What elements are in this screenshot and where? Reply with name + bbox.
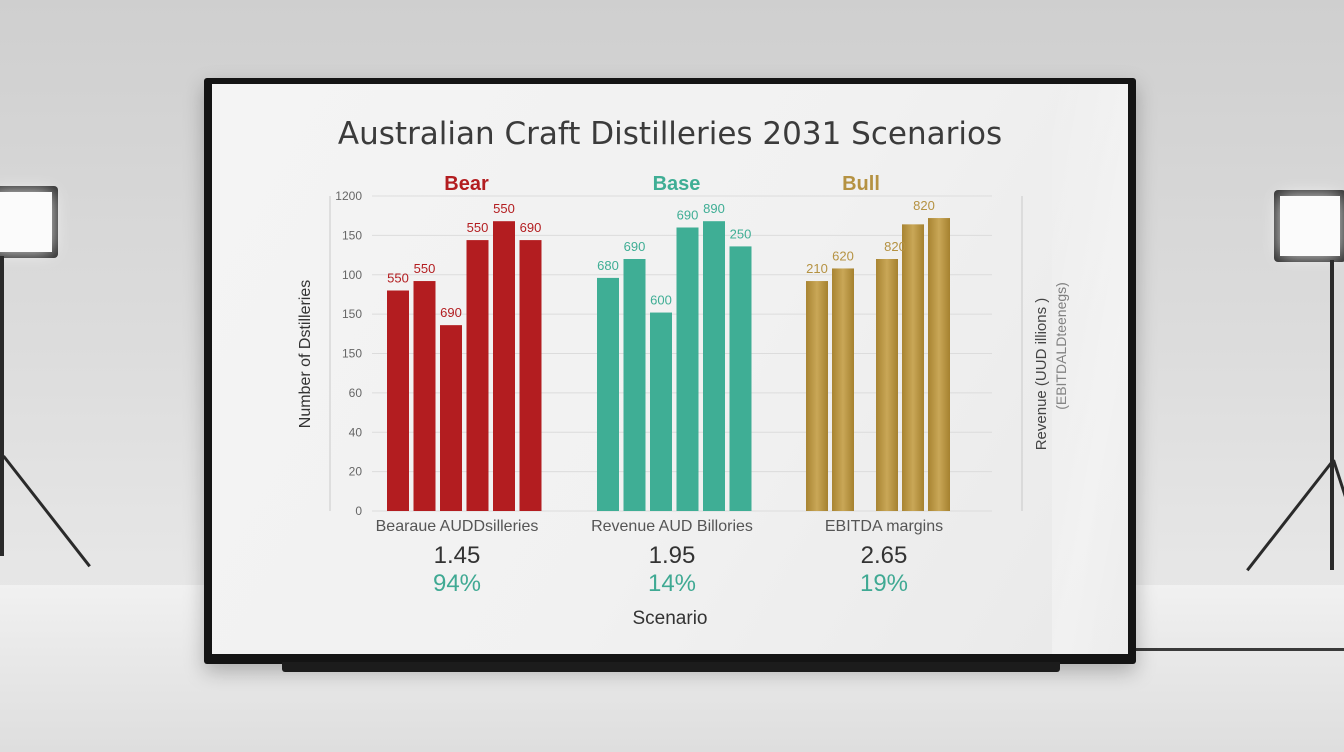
y-tick-label: 40 (349, 425, 363, 439)
metric-base: Revenue AUD Billories 1.95 14% (572, 518, 772, 598)
bar-base (623, 259, 646, 511)
bar-value-label: 890 (703, 201, 725, 216)
monitor-base (282, 662, 1060, 672)
y-tick-label: 20 (349, 465, 363, 479)
bar-value-label: 690 (440, 305, 462, 320)
metric-percent: 14% (647, 570, 697, 597)
bar-bear (387, 290, 409, 511)
group-header-base: Base (653, 173, 701, 195)
bar-value-label: 690 (677, 208, 699, 223)
metric-label: Bearaue AUDDsilleries (375, 518, 539, 535)
metric-percent: 94% (432, 570, 482, 597)
bar-bull (832, 268, 854, 511)
y-tick-label: 150 (342, 307, 362, 321)
metric-bear: Bearaue AUDDsilleries 1.45 94% (357, 518, 557, 598)
y-tick-label: 1200 (335, 189, 362, 203)
light-panel (0, 192, 52, 252)
bar-value-label: 600 (650, 293, 672, 308)
bar-value-label: 550 (493, 201, 515, 216)
bar-base (650, 312, 672, 511)
light-panel (1280, 196, 1340, 256)
metric-value: 2.65 (860, 542, 908, 569)
y-tick-label: 0 (355, 504, 362, 518)
bar-bull (928, 218, 950, 512)
metric-value: 1.45 (433, 542, 481, 569)
screen-glare (1052, 84, 1128, 654)
bar-base (597, 277, 619, 511)
monitor: Australian Craft Distilleries 2031 Scena… (204, 78, 1136, 664)
bar-value-label: 210 (806, 261, 828, 276)
y-axis-title: Number of Dstilleries (297, 280, 314, 428)
bar-base (703, 221, 725, 511)
bar-bear (519, 240, 542, 511)
group-header-bull: Bull (842, 173, 880, 195)
x-axis-label: Scenario (632, 608, 708, 629)
chart-title: Australian Craft Distilleries 2031 Scena… (337, 116, 1003, 152)
bar-bear (466, 240, 489, 511)
bar-bull (902, 224, 924, 511)
bar-bear (493, 221, 515, 511)
right-axis-subtitle: (EBITDALDteenegs) (1053, 282, 1069, 410)
bar-value-label: 820 (913, 198, 935, 213)
right-axis-title: Revenue (UUD illions ) (1033, 298, 1050, 451)
bar-value-label: 680 (597, 258, 619, 273)
y-tick-label: 60 (349, 386, 363, 400)
bar-chart: 0 20 40 60 150 150 100 150 1200 Number of Dstille… (297, 173, 1069, 518)
bar-base (729, 246, 752, 511)
y-tick-label: 100 (342, 268, 362, 282)
bar-value-label: 690 (624, 239, 646, 254)
bar-value-label: 820 (884, 239, 906, 254)
bar-value-label: 550 (414, 261, 436, 276)
bar-base (676, 227, 699, 511)
group-header-bear: Bear (444, 173, 489, 195)
metric-bull: EBITDA margins 2.65 19% (784, 518, 984, 598)
bar-value-label: 620 (832, 248, 854, 263)
screen: Australian Craft Distilleries 2031 Scena… (212, 84, 1128, 654)
bar-bull (876, 259, 898, 511)
power-cable (1132, 648, 1344, 651)
metric-value: 1.95 (648, 542, 696, 569)
bar-value-label: 250 (730, 226, 752, 241)
bar-value-label: 550 (467, 220, 489, 235)
metric-percent: 19% (859, 570, 909, 597)
bar-bear (440, 325, 462, 511)
metric-label: EBITDA margins (824, 518, 944, 535)
y-tick-label: 150 (342, 228, 362, 242)
bar-value-label: 690 (520, 220, 542, 235)
bar-value-label: 550 (387, 271, 409, 286)
y-tick-label: 150 (342, 347, 362, 361)
bar-bull (806, 281, 828, 511)
bar-bear (413, 281, 436, 511)
metric-label: Revenue AUD Billories (591, 518, 753, 535)
